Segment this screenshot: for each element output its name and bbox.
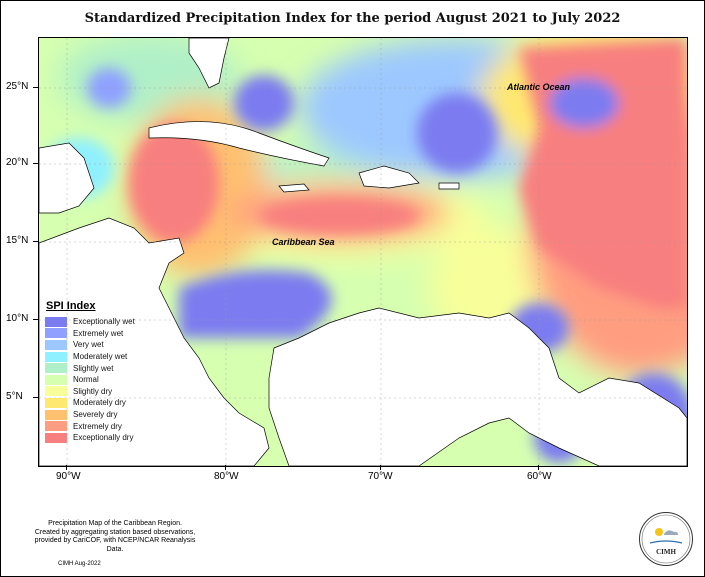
legend-swatch [45, 363, 67, 374]
y-tick-20n: 20°N [6, 157, 29, 168]
x-tick-60w: 60°W [527, 471, 552, 482]
y-tick-mark [33, 87, 38, 88]
legend-item: Moderately wet [40, 351, 180, 363]
logo-text: CIMH [656, 548, 676, 556]
caribbean-sea-label: Caribbean Sea [272, 237, 335, 247]
legend-swatch [45, 397, 67, 408]
legend-label: Moderately wet [73, 352, 128, 362]
spi-legend: SPI Index Exceptionally wet Extremely wet… [40, 300, 180, 444]
legend-item: Moderately dry [40, 397, 180, 409]
legend-label: Moderately dry [73, 398, 126, 408]
map-title: Standardized Precipitation Index for the… [84, 11, 621, 26]
legend-swatch [45, 351, 67, 362]
y-tick-5n: 5°N [6, 391, 23, 402]
legend-swatch [45, 409, 67, 420]
legend-swatch [45, 316, 67, 327]
legend-label: Severely dry [73, 410, 118, 420]
credit-line-3: provided by CariCOF, with NCEP/NCAR Rean… [34, 537, 196, 553]
y-tick-mark [33, 163, 38, 164]
credits: Precipitation Map of the Caribbean Regio… [30, 520, 200, 554]
atlantic-ocean-label: Atlantic Ocean [506, 82, 571, 92]
legend-items: Exceptionally wet Extremely wet Very wet Mo… [40, 316, 180, 444]
legend-item: Exceptionally wet [40, 316, 180, 328]
y-tick-10n: 10°N [6, 313, 29, 324]
legend-swatch [45, 328, 67, 339]
legend-swatch [45, 374, 67, 385]
x-tick-80w: 80°W [214, 471, 239, 482]
credit-line-1: Precipitation Map of the Caribbean Regio… [48, 520, 182, 527]
x-tick-mark [380, 465, 381, 470]
x-tick-70w: 70°W [368, 471, 393, 482]
legend-item: Normal [40, 374, 180, 386]
legend-label: Slightly dry [73, 386, 113, 396]
y-tick-15n: 15°N [6, 235, 29, 246]
map-canvas: Atlantic Ocean Caribbean Sea [39, 38, 687, 466]
legend-item: Exceptionally dry [40, 432, 180, 444]
legend-label: Extremely dry [73, 421, 122, 431]
y-tick-mark [33, 241, 38, 242]
legend-title: SPI Index [46, 300, 96, 312]
legend-label: Extremely wet [73, 328, 124, 338]
credit-date: CIMH Aug-2022 [58, 561, 101, 567]
spi-map: Atlantic Ocean Caribbean Sea [38, 37, 688, 467]
legend-item: Slightly wet [40, 362, 180, 374]
land [39, 38, 687, 466]
x-tick-mark [538, 465, 539, 470]
x-tick-mark [66, 465, 67, 470]
legend-item: Extremely wet [40, 328, 180, 340]
x-tick-90w: 90°W [56, 471, 81, 482]
y-tick-mark [33, 397, 38, 398]
legend-swatch [45, 339, 67, 350]
legend-label: Normal [73, 375, 99, 385]
cimh-logo-icon: CIMH [639, 512, 693, 566]
legend-item: Very wet [40, 339, 180, 351]
legend-label: Exceptionally dry [73, 433, 134, 443]
legend-swatch [45, 386, 67, 397]
y-tick-mark [33, 319, 38, 320]
credit-line-2: Created by aggregating station based obs… [34, 528, 196, 536]
legend-item: Severely dry [40, 409, 180, 421]
legend-label: Slightly wet [73, 363, 114, 373]
legend-swatch [45, 421, 67, 432]
legend-item: Extremely dry [40, 420, 180, 432]
legend-swatch [45, 432, 67, 443]
legend-item: Slightly dry [40, 386, 180, 398]
legend-label: Exceptionally wet [73, 317, 135, 327]
legend-label: Very wet [73, 340, 104, 350]
graticule [39, 38, 687, 466]
cimh-logo-graphic: CIMH [641, 514, 691, 564]
y-tick-25n: 25°N [6, 81, 29, 92]
x-tick-mark [225, 465, 226, 470]
